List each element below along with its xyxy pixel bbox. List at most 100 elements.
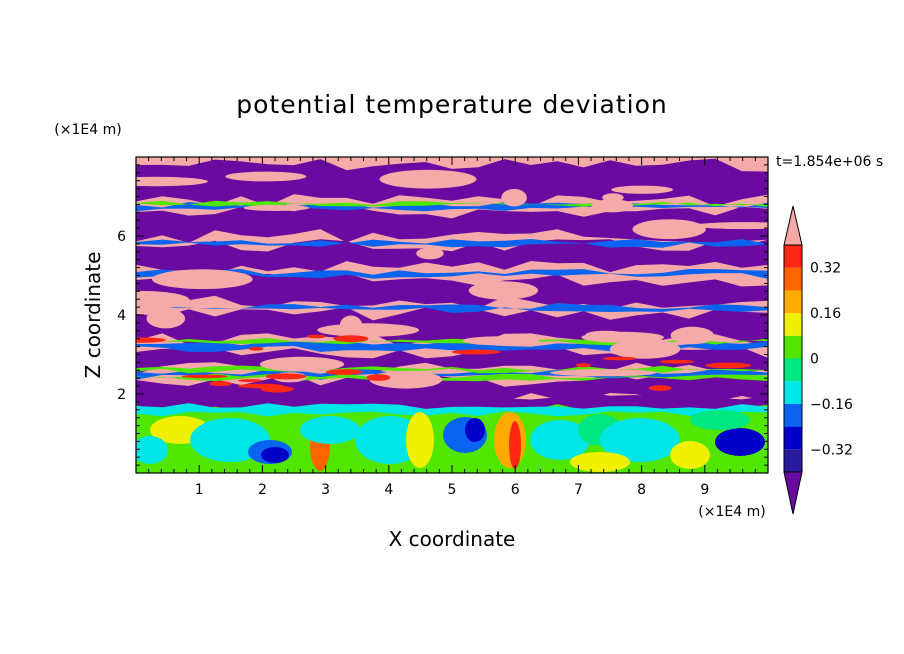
pink-patch	[462, 336, 540, 345]
colorbar-bin	[784, 426, 802, 450]
pink-patch	[416, 247, 444, 260]
warm-filament	[333, 335, 369, 343]
cold-core	[261, 447, 289, 463]
colorbar-bin	[784, 245, 802, 268]
pink-patch	[243, 204, 310, 211]
pink-patch	[369, 370, 443, 389]
pink-patch	[146, 308, 186, 329]
colorbar-label: −0.32	[810, 442, 853, 458]
purple-layer	[136, 239, 768, 274]
convective-cell	[570, 452, 630, 472]
contour-field	[136, 157, 768, 473]
colorbar-labels: 0.32 0.16 0 −0.16 −0.32	[810, 261, 853, 459]
warm-filament	[136, 337, 167, 343]
x-tick-label: 6	[511, 482, 520, 498]
warm-filament	[181, 374, 228, 379]
pink-patch	[632, 219, 706, 240]
warm-filament	[307, 334, 326, 339]
warm-filament	[451, 349, 501, 355]
time-label: t=1.854e+06 s	[776, 154, 883, 170]
x-tick-label: 7	[574, 482, 583, 498]
convective-cell	[690, 410, 750, 430]
warm-filament	[265, 373, 307, 380]
colorbar-label: 0.32	[810, 261, 841, 277]
transition-filament	[136, 303, 768, 313]
transition-filament	[136, 269, 768, 279]
colorbar-label: 0	[810, 352, 819, 368]
pink-patch	[317, 323, 419, 337]
convective-cell	[509, 421, 521, 469]
purple-layer	[136, 273, 768, 309]
y-unit-label: (×1E4 m)	[54, 122, 121, 138]
x-axis-label: X coordinate	[389, 527, 516, 551]
convective-cell	[530, 420, 590, 460]
warm-filament	[237, 379, 263, 383]
convective-cell	[136, 436, 168, 464]
pink-patch	[550, 369, 657, 377]
chart-title: potential temperature deviation	[236, 90, 667, 119]
colorbar-bin	[784, 290, 802, 314]
convective-cell	[300, 416, 360, 444]
warm-filament	[576, 363, 591, 368]
x-tick-labels: 1 2 3 4 5 6 7 8 9	[195, 482, 710, 498]
x-tick-label: 4	[384, 482, 393, 498]
colorbar-bin	[784, 358, 802, 382]
field-shapes	[136, 158, 768, 473]
pink-patch	[379, 169, 477, 189]
colorbar-label: 0.16	[810, 306, 841, 322]
warm-filament	[602, 356, 637, 361]
colorbar	[783, 205, 803, 515]
pink-patch	[152, 269, 253, 290]
x-tick-label: 8	[637, 482, 646, 498]
colorbar-bin	[784, 403, 802, 427]
warm-filament	[325, 369, 363, 375]
warm-filament	[705, 362, 752, 369]
warm-filament	[209, 381, 232, 387]
warm-filament	[248, 346, 264, 351]
colorbar-bin	[784, 267, 802, 291]
colorbar-label: −0.16	[810, 397, 853, 413]
pink-patch	[609, 339, 681, 359]
x-tick-label: 9	[700, 482, 709, 498]
colorbar-extend-top	[783, 205, 803, 246]
pink-patch	[259, 356, 345, 372]
colorbar-bin	[784, 449, 802, 472]
pink-patch	[136, 176, 208, 187]
convective-cell	[406, 412, 434, 468]
x-tick-label: 3	[321, 482, 330, 498]
transition-filament	[136, 403, 768, 417]
pink-patch	[670, 326, 714, 345]
pink-patch	[611, 185, 673, 194]
cold-core	[465, 418, 485, 442]
y-tick-labels: 2 4 6	[117, 229, 126, 403]
pink-patch	[591, 199, 633, 213]
y-axis-label: Z coordinate	[81, 252, 105, 379]
y-tick-label: 6	[117, 229, 126, 245]
pink-patch	[225, 171, 307, 182]
pink-patch	[585, 330, 626, 339]
warm-filament	[659, 359, 695, 364]
warm-filament	[648, 385, 672, 391]
colorbar-bin	[784, 313, 802, 336]
pink-patch	[501, 189, 527, 207]
convective-cell	[670, 441, 710, 469]
x-tick-label: 2	[258, 482, 267, 498]
x-tick-label: 1	[195, 482, 204, 498]
pink-patch	[136, 291, 190, 310]
warm-filament	[260, 385, 294, 393]
warm-filament	[366, 374, 391, 381]
x-tick-label: 5	[448, 482, 457, 498]
transition-filament	[136, 239, 768, 248]
y-tick-label: 2	[117, 387, 126, 403]
colorbar-bin	[784, 335, 802, 359]
frame-ticks	[136, 157, 769, 473]
colorbar-extend-bottom	[783, 471, 803, 515]
transition-filament	[136, 337, 768, 346]
pink-patch	[694, 222, 768, 230]
pink-patch	[468, 281, 539, 300]
colorbar-frame	[783, 244, 803, 473]
cold-core	[731, 436, 759, 452]
colorbar-bin	[784, 381, 802, 404]
y-tick-label: 4	[117, 308, 126, 324]
